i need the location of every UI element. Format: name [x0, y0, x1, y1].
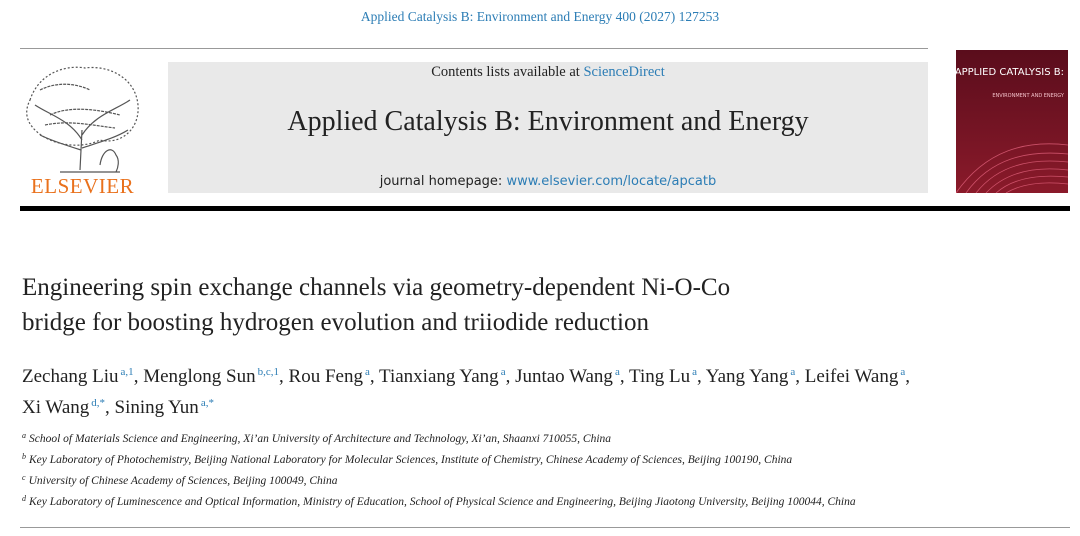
author: Ting Lu a,	[629, 366, 702, 387]
affiliation: a School of Materials Science and Enginee…	[22, 427, 922, 448]
author-separator: ,	[696, 366, 702, 387]
author-affiliation-mark: a	[364, 366, 370, 378]
contents-prefix: Contents lists available at	[431, 64, 580, 80]
affiliation-mark: d	[22, 494, 26, 503]
author-name: Juntao Wang	[515, 366, 613, 387]
author-separator: ,	[795, 366, 800, 387]
affiliation: d Key Laboratory of Luminescence and Opti…	[22, 490, 922, 511]
homepage-line: journal homepage: www.elsevier.com/locat…	[168, 174, 928, 189]
affiliation-mark: a	[22, 431, 26, 440]
affiliation-text: Key Laboratory of Photochemistry, Beijin…	[29, 454, 793, 466]
author-affiliation-mark: a,1	[120, 366, 134, 378]
author-name: Rou Feng	[288, 366, 363, 387]
publisher-name: ELSEVIER	[30, 174, 135, 198]
cover-subtitle: ENVIRONMENT AND ENERGY	[992, 93, 1065, 99]
article-title: Engineering spin exchange channels via g…	[22, 270, 730, 340]
author-affiliation-mark: d,*	[91, 397, 106, 409]
journal-reference: Applied Catalysis B: Environment and Ene…	[360, 9, 720, 24]
author: Leifei Wang a,	[805, 366, 910, 387]
author-affiliation-mark: a	[614, 366, 620, 378]
publisher-logo	[26, 66, 139, 173]
contents-line: Contents lists available at ScienceDirec…	[168, 64, 928, 81]
author-name: Leifei Wang	[804, 366, 899, 387]
journal-cover: APPLIED CATALYSIS B: ENVIRONMENT AND ENE…	[956, 50, 1068, 193]
author-name: Xi Wang	[22, 397, 90, 418]
affiliation-text: School of Materials Science and Engineer…	[29, 433, 612, 445]
author: Rou Feng a,	[289, 366, 375, 387]
author-name: Ting Lu	[629, 366, 691, 387]
author-affiliation-mark: a	[692, 366, 697, 378]
journal-banner: Contents lists available at ScienceDirec…	[168, 62, 928, 193]
homepage-link[interactable]: www.elsevier.com/locate/apcatb	[506, 174, 717, 189]
journal-title: Applied Catalysis B: Environment and Ene…	[287, 106, 809, 137]
author-affiliation-mark: a	[790, 366, 796, 378]
author-separator: ,	[133, 366, 139, 387]
title-line: Engineering spin exchange channels via g…	[22, 274, 731, 301]
affiliation-mark: b	[22, 452, 26, 461]
author-affiliation-mark: a,*	[200, 397, 214, 409]
affiliation-list: a School of Materials Science and Enginee…	[22, 427, 922, 511]
author: Juntao Wang a,	[515, 366, 625, 387]
author: Zechang Liu a,1,	[22, 366, 138, 387]
author-name: Menglong Sun	[143, 366, 256, 387]
author-separator: ,	[619, 366, 625, 387]
affiliation-text: Key Laboratory of Luminescence and Optic…	[29, 496, 856, 508]
affiliation-text: University of Chinese Academy of Science…	[28, 475, 338, 487]
author: Yang Yang a,	[706, 366, 800, 387]
author-affiliation-mark: a	[900, 366, 906, 378]
author-separator: ,	[505, 366, 511, 387]
divider	[20, 48, 928, 49]
author: Xi Wang d,*,	[22, 397, 110, 418]
affiliation: c University of Chinese Academy of Scienc…	[22, 469, 922, 490]
author: Tianxiang Yang a,	[379, 366, 510, 387]
affiliation: b Key Laboratory of Photochemistry, Beiji…	[22, 448, 922, 469]
author-separator: ,	[279, 366, 284, 387]
cover-pattern	[956, 143, 1068, 193]
author-affiliation-mark: a	[500, 366, 506, 378]
author-name: Yang Yang	[705, 366, 789, 387]
author-affiliation-mark: b,c,1	[257, 366, 280, 378]
homepage-prefix: journal homepage:	[379, 174, 503, 189]
divider	[20, 527, 1070, 528]
title-line: bridge for boosting hydrogen evolution a…	[22, 309, 649, 336]
author-separator: ,	[105, 397, 110, 418]
author-list: Zechang Liu a,1, Menglong Sun b,c,1, Rou F…	[22, 359, 922, 421]
author-separator: ,	[905, 366, 910, 387]
thick-divider	[20, 206, 1070, 211]
author-name: Tianxiang Yang	[379, 366, 499, 387]
sciencedirect-link[interactable]: ScienceDirect	[583, 64, 665, 80]
cover-title: APPLIED CATALYSIS B:	[956, 67, 1064, 78]
author: Sining Yun a,*	[115, 397, 214, 418]
author-separator: ,	[369, 366, 375, 387]
author-name: Zechang Liu	[22, 366, 119, 387]
author: Menglong Sun b,c,1,	[143, 366, 284, 387]
affiliation-mark: c	[22, 473, 26, 482]
author-name: Sining Yun	[114, 397, 199, 418]
